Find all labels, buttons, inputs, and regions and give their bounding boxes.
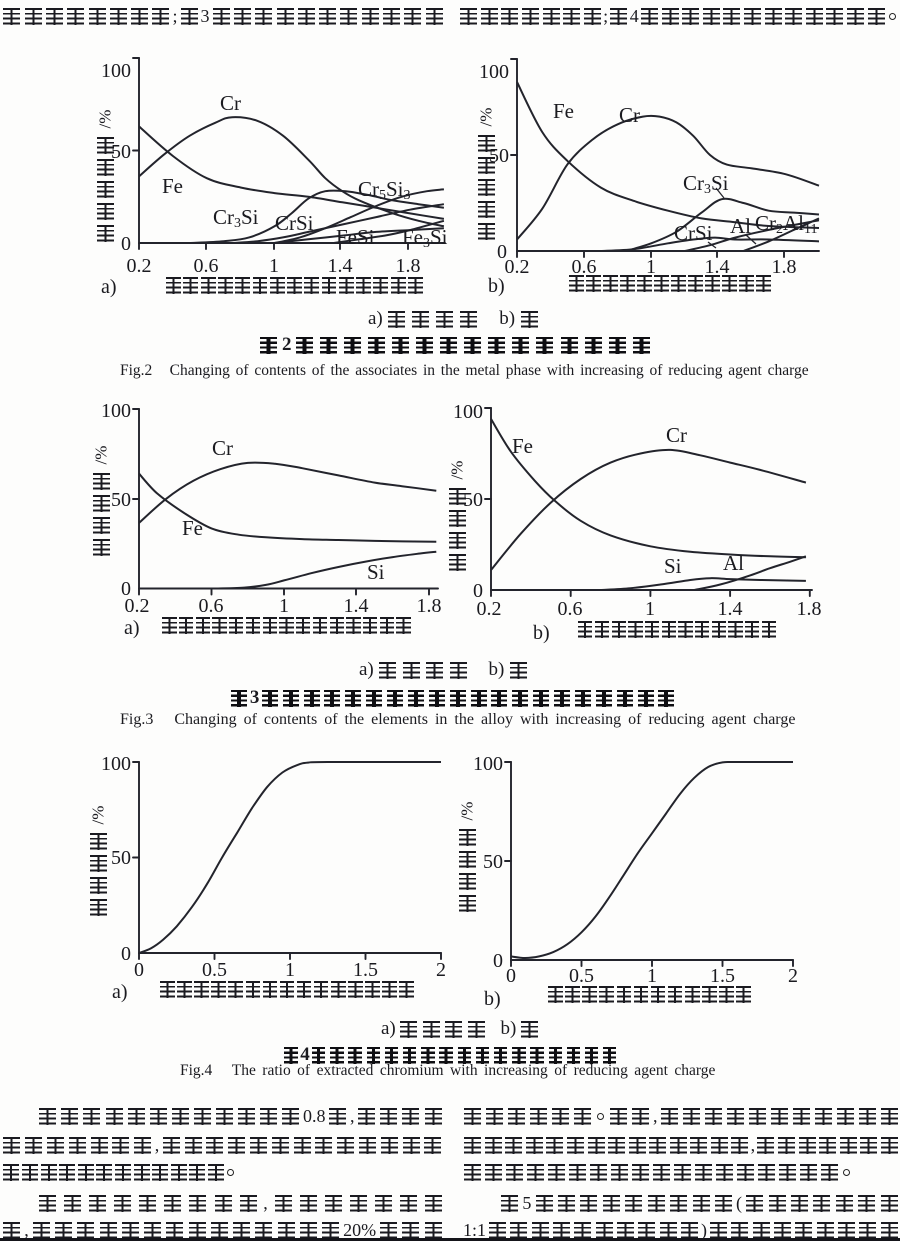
svg-text:0: 0 — [506, 965, 516, 987]
svg-text:100: 100 — [473, 753, 503, 775]
svg-text:50: 50 — [111, 847, 131, 869]
svg-text:100: 100 — [101, 753, 131, 775]
svg-text:1.4: 1.4 — [705, 256, 730, 278]
svg-text:0.6: 0.6 — [558, 598, 583, 620]
svg-text:0: 0 — [134, 959, 144, 981]
svg-text:1: 1 — [279, 595, 289, 617]
svg-text:100: 100 — [101, 60, 131, 82]
svg-text:1.8: 1.8 — [396, 255, 421, 277]
svg-text:Fe3Si: Fe3Si — [402, 225, 448, 251]
svg-text:0.2: 0.2 — [505, 256, 530, 278]
svg-text:0.2: 0.2 — [125, 595, 150, 617]
svg-text:0.6: 0.6 — [199, 595, 224, 617]
svg-text:Si: Si — [367, 560, 385, 584]
svg-text:Al: Al — [730, 214, 751, 238]
svg-text:0.6: 0.6 — [572, 256, 597, 278]
svg-text:Cr3Si: Cr3Si — [683, 171, 729, 197]
svg-text:1: 1 — [269, 255, 279, 277]
svg-text:100: 100 — [101, 400, 131, 422]
svg-text:Cr3Si: Cr3Si — [213, 205, 259, 231]
svg-text:Fe: Fe — [512, 434, 533, 458]
svg-text:Cr: Cr — [212, 436, 233, 460]
svg-text:1: 1 — [647, 965, 657, 987]
svg-text:Cr: Cr — [666, 423, 687, 447]
svg-text:50: 50 — [111, 489, 131, 511]
svg-text:1: 1 — [285, 959, 295, 981]
svg-text:0: 0 — [493, 950, 503, 972]
svg-text:1.4: 1.4 — [344, 595, 369, 617]
svg-text:0.2: 0.2 — [477, 598, 502, 620]
svg-text:100: 100 — [479, 61, 509, 83]
svg-text:FeSi: FeSi — [336, 225, 375, 249]
svg-text:50: 50 — [483, 851, 503, 873]
svg-text:50: 50 — [111, 141, 131, 163]
svg-text:1.5: 1.5 — [710, 965, 735, 987]
svg-text:1.4: 1.4 — [328, 255, 353, 277]
svg-text:1.8: 1.8 — [797, 598, 822, 620]
svg-text:2: 2 — [788, 965, 798, 987]
svg-text:0.6: 0.6 — [194, 255, 219, 277]
svg-text:1.8: 1.8 — [417, 595, 442, 617]
svg-text:50: 50 — [463, 489, 483, 511]
svg-text:0: 0 — [121, 578, 131, 600]
svg-text:Fe: Fe — [182, 516, 203, 540]
svg-text:1.4: 1.4 — [718, 598, 743, 620]
svg-text:2: 2 — [436, 959, 446, 981]
svg-text:Cr: Cr — [619, 103, 640, 127]
svg-text:Fe: Fe — [553, 99, 574, 123]
svg-text:Si: Si — [664, 554, 682, 578]
svg-text:Cr: Cr — [220, 91, 241, 115]
svg-text:Cr5Si3: Cr5Si3 — [358, 177, 411, 203]
svg-text:0.5: 0.5 — [569, 965, 594, 987]
svg-text:1.8: 1.8 — [772, 256, 797, 278]
svg-text:0.5: 0.5 — [202, 959, 227, 981]
svg-text:100: 100 — [453, 401, 483, 423]
svg-text:0.2: 0.2 — [127, 255, 152, 277]
svg-text:CrSi: CrSi — [275, 211, 314, 235]
svg-text:Al: Al — [723, 551, 744, 575]
svg-text:1: 1 — [645, 598, 655, 620]
svg-text:1: 1 — [646, 256, 656, 278]
svg-text:0: 0 — [497, 241, 507, 263]
svg-text:0: 0 — [121, 943, 131, 965]
svg-text:0: 0 — [121, 233, 131, 255]
svg-text:1.5: 1.5 — [353, 959, 378, 981]
svg-text:CrSi: CrSi — [674, 221, 713, 245]
svg-text:Cr2Al11: Cr2Al11 — [755, 211, 817, 237]
svg-text:Fe: Fe — [162, 174, 183, 198]
svg-text:0: 0 — [473, 580, 483, 602]
